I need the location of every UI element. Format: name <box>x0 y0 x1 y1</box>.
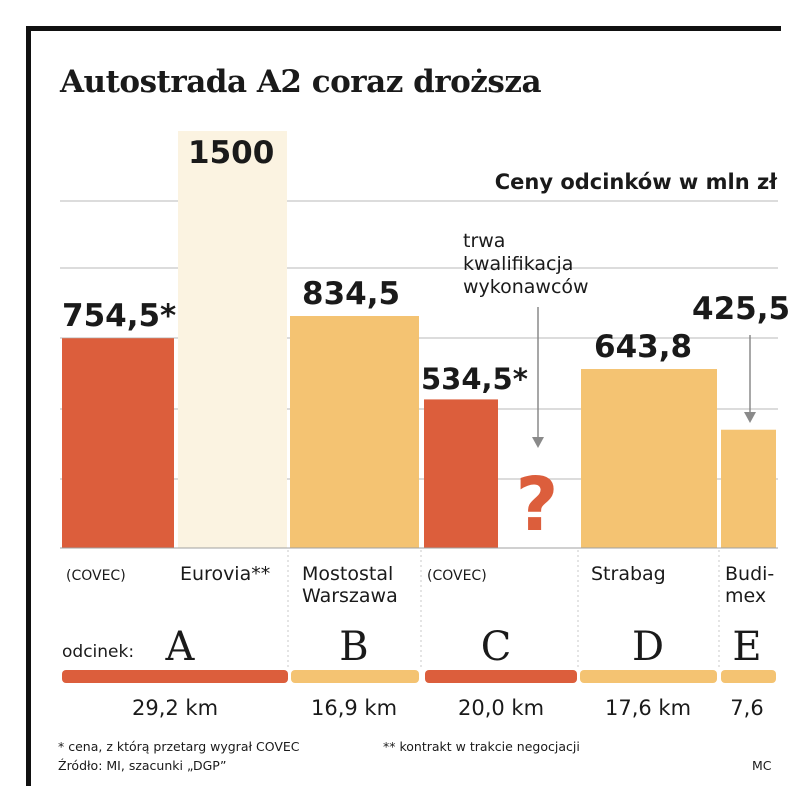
bar-a-2 <box>178 131 287 548</box>
bar-a-1 <box>62 338 174 548</box>
contractor-label: Mostostal <box>302 563 393 585</box>
unknown-value-marker: ? <box>516 462 559 548</box>
frame-top-rule <box>26 26 781 31</box>
bar-value-label: 1500 <box>188 135 274 171</box>
contractor-label: Eurovia** <box>180 563 270 585</box>
contractor-label: (COVEC) <box>427 568 487 584</box>
annotation-line-2: kwalifikacja <box>463 253 573 275</box>
bars <box>60 131 778 683</box>
section-letter-e: E <box>732 624 761 670</box>
section-length-e: 7,6 <box>730 696 763 720</box>
section-track-c <box>425 670 577 683</box>
section-letter-d: D <box>632 624 664 670</box>
section-length-b: 16,9 km <box>311 696 397 720</box>
annotation-arrowhead <box>532 437 544 448</box>
footnote-price: * cena, z którą przetarg wygrał COVEC <box>58 739 300 754</box>
bar-value-label: 834,5 <box>302 276 400 312</box>
contractor-label: Strabag <box>591 563 666 585</box>
chart-subtitle: Ceny odcinków w mln zł <box>495 170 778 194</box>
budimex-arrowhead <box>744 412 756 423</box>
section-track-a <box>62 670 288 683</box>
bar-d-6 <box>581 369 717 548</box>
bar-b-3 <box>290 316 419 548</box>
bar-value-label: 425,5 <box>692 291 790 327</box>
section-letter-b: B <box>339 624 368 670</box>
labels: 754,5* (COVEC) 1500 Eurovia** 834,5 Mostostal… <box>62 135 790 720</box>
bar-e-7 <box>721 429 776 548</box>
annotation-line-3: wykonawców <box>463 276 589 298</box>
bar-c-4 <box>424 399 498 548</box>
footnote-contract: ** kontrakt w trakcie negocjacji <box>383 739 580 754</box>
section-letter-c: C <box>481 624 512 670</box>
section-length-d: 17,6 km <box>605 696 691 720</box>
contractor-label: (COVEC) <box>66 568 126 584</box>
bar-value-label: 754,5* <box>62 298 176 334</box>
bar-value-label: 534,5* <box>421 362 528 396</box>
annotation-line-1: trwa <box>463 230 505 252</box>
contractor-label: mex <box>725 585 766 607</box>
frame-left-rule <box>26 26 31 786</box>
section-track-d <box>580 670 717 683</box>
section-track-b <box>291 670 419 683</box>
chart-title: Autostrada A2 coraz droższa <box>60 64 542 100</box>
contractor-label: Warszawa <box>302 585 398 607</box>
section-length-a: 29,2 km <box>132 696 218 720</box>
section-length-c: 20,0 km <box>458 696 544 720</box>
bar-value-label: 643,8 <box>594 329 692 365</box>
section-prefix: odcinek: <box>62 642 134 662</box>
author-credit: MC <box>752 758 772 773</box>
contractor-label: Budi- <box>725 563 774 585</box>
section-track-e <box>721 670 776 683</box>
source-note: Źródło: MI, szacunki „DGP” <box>58 758 227 773</box>
section-letter-a: A <box>165 624 196 670</box>
